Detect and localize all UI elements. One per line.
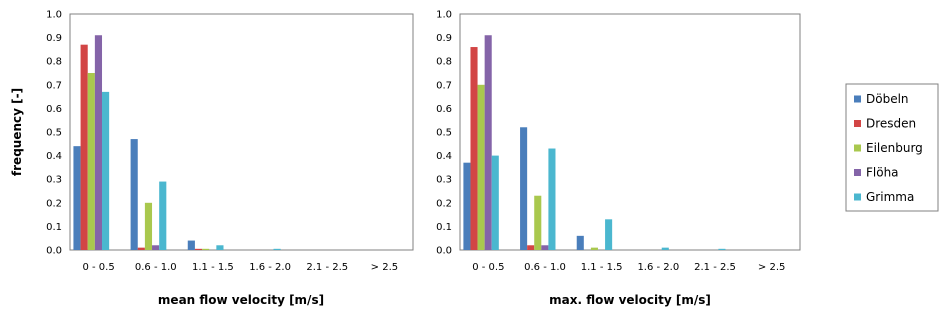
y-tick-label: 0.5	[436, 128, 452, 139]
y-tick-label: 1.0	[46, 10, 62, 21]
bar-döbeln-1	[520, 127, 528, 250]
bar-dresden-1	[527, 245, 535, 250]
x-tick-label: 1.6 - 2.0	[249, 262, 291, 273]
bar-flöha-1	[541, 245, 549, 250]
y-tick-labels: 0.0 0.1 0.2 0.3 0.4 0.5 0.6 0.7 0.8 0.9 1.0	[46, 10, 62, 257]
x-tick-label: 0.6 - 1.0	[135, 262, 177, 273]
legend-swatch-dresden	[854, 120, 861, 127]
x-axis-title: max. flow velocity [m/s]	[549, 293, 711, 307]
y-tick-label: 0.4	[436, 151, 452, 162]
plot-area-frame	[69, 13, 414, 251]
bars	[463, 35, 726, 250]
bar-döbeln-2	[576, 235, 584, 250]
y-tick-label: 0.1	[46, 222, 62, 233]
bar-grimma-3	[273, 248, 281, 250]
bar-dresden-0	[80, 44, 88, 251]
chart-max-velocity: 0.0 0.1 0.2 0.3 0.4 0.5 0.6 0.7 0.8 0.9 1.0 0 - 0.…	[436, 10, 801, 307]
x-tick-label: 2.1 - 2.5	[306, 262, 348, 273]
x-tick-label: 2.1 - 2.5	[694, 262, 736, 273]
legend-label-eilenburg: Eilenburg	[866, 141, 923, 155]
legend-swatch-flöha	[854, 169, 861, 176]
y-tick-label: 0.3	[46, 175, 62, 186]
legend-swatch-grimma	[854, 193, 861, 201]
x-tick-label: 0 - 0.5	[82, 262, 114, 273]
y-tick-label: 0.2	[46, 198, 62, 209]
y-tick-label: 0.9	[46, 33, 62, 44]
y-tick-label: 0.7	[46, 80, 62, 91]
bar-eilenburg-1	[144, 202, 153, 250]
bar-eilenburg-1	[534, 195, 542, 250]
bar-dresden-1	[137, 247, 145, 250]
legend-label-dresden: Dresden	[866, 117, 916, 131]
bar-eilenburg-0	[87, 73, 95, 250]
y-tick-label: 0.3	[436, 175, 452, 186]
legend-label-döbeln: Döbeln	[866, 92, 909, 106]
bar-eilenburg-0	[477, 84, 485, 250]
bar-döbeln-1	[130, 139, 138, 250]
legend-swatch-eilenburg	[854, 144, 861, 152]
bar-grimma-3	[661, 247, 669, 250]
bar-döbeln-0	[73, 146, 81, 250]
bar-grimma-2	[216, 245, 224, 250]
x-axis-title: mean flow velocity [m/s]	[158, 293, 324, 307]
y-tick-label: 0.0	[46, 246, 62, 257]
bar-flöha-0	[94, 35, 103, 250]
y-tick-label: 0.2	[436, 198, 452, 209]
legend-label-flöha: Flöha	[866, 166, 899, 180]
bar-grimma-0	[102, 91, 110, 250]
y-tick-labels: 0.0 0.1 0.2 0.3 0.4 0.5 0.6 0.7 0.8 0.9 1.0	[436, 10, 452, 257]
bar-grimma-0	[491, 155, 499, 250]
legend: Döbeln Dresden Eilenburg Flöha Grimma	[845, 83, 939, 212]
y-axis-title: frequency [-]	[10, 88, 24, 176]
bar-grimma-4	[718, 248, 726, 250]
x-tick-label: > 2.5	[371, 262, 398, 273]
bar-grimma-2	[605, 219, 613, 250]
bar-dresden-2	[194, 248, 203, 250]
y-tick-label: 0.0	[436, 246, 452, 257]
bar-grimma-1	[548, 148, 556, 250]
bar-flöha-1	[152, 245, 160, 250]
x-tick-label: 1.6 - 2.0	[637, 262, 679, 273]
legend-items: Döbeln Dresden Eilenburg Flöha Grimma	[854, 92, 923, 204]
y-tick-label: 0.7	[436, 80, 452, 91]
y-tick-label: 0.9	[436, 33, 452, 44]
x-tick-labels: 0 - 0.5 0.6 - 1.0 1.1 - 1.5 1.6 - 2.0 2.1 - …	[82, 262, 398, 273]
y-tick-label: 0.8	[46, 57, 62, 68]
x-tick-label: 0.6 - 1.0	[524, 262, 566, 273]
bar-grimma-1	[159, 181, 167, 250]
legend-swatch-döbeln	[854, 95, 861, 103]
y-tick-label: 0.8	[436, 57, 452, 68]
y-tick-label: 0.6	[436, 104, 452, 115]
y-tick-label: 0.5	[46, 128, 62, 139]
bars	[73, 35, 281, 251]
bar-flöha-0	[484, 35, 492, 250]
bar-eilenburg-2	[202, 248, 210, 250]
bar-dresden-0	[470, 47, 478, 250]
bar-eilenburg-2	[590, 247, 598, 250]
y-tick-label: 0.4	[46, 151, 62, 162]
y-tick-label: 0.1	[436, 222, 452, 233]
chart-mean-velocity: 0.0 0.1 0.2 0.3 0.4 0.5 0.6 0.7 0.8 0.9 1.0 0 - 0.…	[10, 10, 414, 307]
x-tick-label: > 2.5	[758, 262, 785, 273]
x-tick-label: 1.1 - 1.5	[192, 262, 234, 273]
y-tick-label: 1.0	[436, 10, 452, 21]
legend-label-grimma: Grimma	[866, 190, 914, 204]
plot-area-frame	[459, 13, 801, 251]
x-tick-label: 0 - 0.5	[472, 262, 504, 273]
bar-döbeln-2	[187, 240, 195, 250]
x-tick-label: 1.1 - 1.5	[581, 262, 623, 273]
y-tick-label: 0.6	[46, 104, 62, 115]
x-tick-labels: 0 - 0.5 0.6 - 1.0 1.1 - 1.5 1.6 - 2.0 2.1 - …	[472, 262, 785, 273]
bar-döbeln-0	[463, 162, 471, 250]
legend-frame	[845, 83, 939, 212]
